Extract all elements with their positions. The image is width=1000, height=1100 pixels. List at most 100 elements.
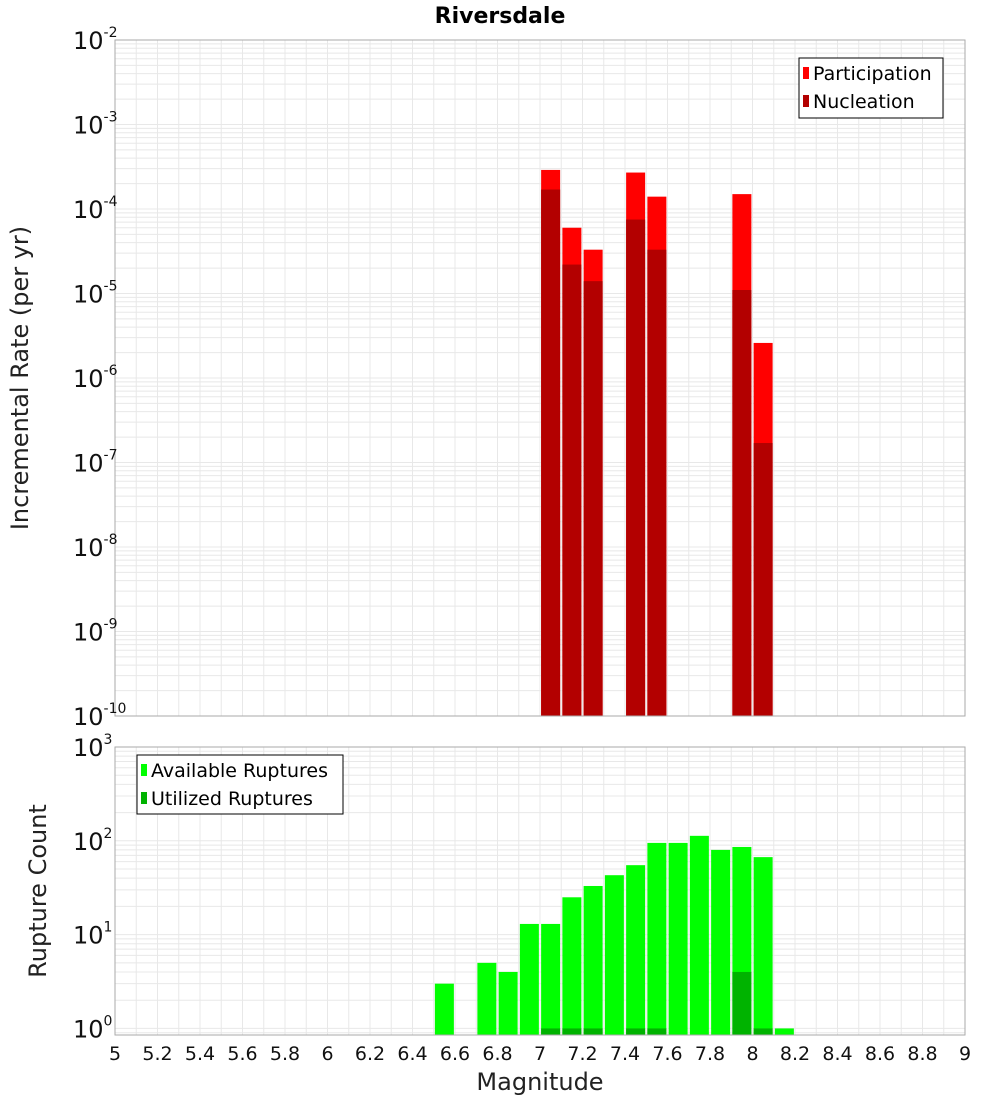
legend-swatch [141, 764, 147, 776]
y-tick-exponent: -2 [104, 25, 118, 41]
bar-available-ruptures-7.45 [626, 865, 646, 1035]
y-tick-exponent: -10 [104, 701, 127, 717]
y-tick-exponent: 0 [104, 1013, 113, 1029]
bar-nucleation-7.95 [732, 290, 752, 716]
x-tick-label: 7.2 [567, 1043, 597, 1065]
x-tick-label: 6.2 [355, 1043, 385, 1065]
bar-available-ruptures-7.05 [541, 923, 561, 1035]
x-tick-label: 5.8 [270, 1043, 300, 1065]
bar-nucleation-8.05 [753, 443, 773, 716]
legend-label: Utilized Ruptures [151, 788, 313, 810]
y-tick-exponent: 2 [104, 826, 113, 842]
legend-label: Nucleation [813, 91, 915, 113]
y-tick-label: 10-6 [73, 363, 118, 393]
legend: Available Ruptures Utilized Ruptures [136, 754, 344, 815]
bar-available-ruptures-7.25 [583, 885, 603, 1035]
bar-utilized-ruptures-7.95 [732, 971, 752, 1035]
bar-utilized-ruptures-8.05 [753, 1028, 773, 1035]
x-tick-label: 5.4 [185, 1043, 215, 1065]
y-tick-label: 10-4 [73, 194, 118, 224]
x-tick-label: 7.4 [610, 1043, 640, 1065]
y-tick-label: 10-10 [73, 701, 126, 731]
legend: Participation Nucleation [798, 57, 944, 119]
y-axis-label: Rupture Count [24, 804, 52, 978]
rate-panel: 10-210-310-410-510-610-710-810-910-10Inc… [6, 25, 966, 731]
legend-swatch [141, 792, 147, 804]
x-axis-label: Magnitude [476, 1068, 603, 1096]
bar-nucleation-7.05 [541, 189, 561, 716]
bar-nucleation-7.55 [647, 249, 667, 716]
x-tick-label: 5.6 [227, 1043, 257, 1065]
y-tick-base: 10 [73, 112, 104, 140]
x-axis-ticks: 5 5.2 5.4 5.6 5.8 6 6.2 6.4 6.6 6.8 7 7.2 7.4 7.6 7.8 8… [109, 1043, 971, 1065]
x-tick-label: 7.8 [695, 1043, 725, 1065]
bar-available-ruptures-7.35 [604, 875, 624, 1035]
bar-nucleation-7.45 [626, 219, 646, 717]
x-tick-label: 6.4 [397, 1043, 427, 1065]
y-tick-exponent: -7 [104, 448, 118, 464]
legend-swatch [803, 67, 809, 79]
x-tick-label: 8.6 [865, 1043, 895, 1065]
y-tick-exponent: -8 [104, 532, 118, 548]
y-tick-label: 103 [73, 732, 112, 762]
y-tick-label: 10-7 [73, 448, 118, 478]
bar-available-ruptures-6.75 [477, 962, 497, 1035]
x-tick-label: 7.6 [652, 1043, 682, 1065]
y-tick-base: 10 [73, 922, 104, 950]
legend-box [136, 754, 344, 815]
y-tick-base: 10 [73, 703, 104, 731]
x-tick-label: 5.2 [142, 1043, 172, 1065]
y-tick-label: 10-2 [73, 25, 118, 55]
y-tick-base: 10 [73, 828, 104, 856]
legend-label: Participation [813, 63, 932, 85]
bar-utilized-ruptures-7.55 [647, 1028, 667, 1035]
y-tick-exponent: 1 [104, 920, 113, 936]
bar-available-ruptures-7.15 [562, 897, 582, 1035]
y-tick-label: 10-3 [73, 110, 118, 140]
y-tick-label: 10-5 [73, 279, 118, 309]
y-tick-exponent: 3 [104, 732, 113, 748]
y-tick-exponent: -4 [104, 194, 118, 210]
bars [434, 835, 794, 1035]
y-axis-ticks: 10-210-310-410-510-610-710-810-910-10 [73, 25, 126, 731]
y-tick-base: 10 [73, 1015, 104, 1043]
y-tick-label: 101 [73, 920, 112, 950]
x-tick-label: 9 [959, 1043, 971, 1065]
bar-available-ruptures-8.15 [774, 1028, 794, 1035]
x-tick-label: 5 [109, 1043, 121, 1065]
chart-title: Riversdale [435, 4, 566, 29]
y-tick-base: 10 [73, 450, 104, 478]
bar-available-ruptures-7.65 [668, 842, 688, 1035]
y-tick-exponent: -9 [104, 617, 118, 633]
y-tick-base: 10 [73, 27, 104, 55]
y-tick-exponent: -3 [104, 110, 118, 126]
y-tick-label: 102 [73, 826, 112, 856]
bar-utilized-ruptures-7.05 [541, 1028, 561, 1035]
y-tick-label: 10-8 [73, 532, 118, 562]
y-tick-base: 10 [73, 619, 104, 647]
bar-utilized-ruptures-7.25 [583, 1028, 603, 1035]
y-tick-base: 10 [73, 534, 104, 562]
x-tick-label: 8.4 [822, 1043, 852, 1065]
bar-available-ruptures-6.95 [519, 923, 539, 1035]
bar-available-ruptures-6.55 [434, 983, 454, 1035]
bar-nucleation-7.15 [562, 264, 582, 716]
x-tick-label: 8 [746, 1043, 758, 1065]
y-tick-label: 100 [73, 1013, 112, 1043]
x-tick-label: 7 [534, 1043, 546, 1065]
bar-available-ruptures-7.75 [689, 835, 709, 1035]
plot-frame [114, 39, 966, 717]
x-tick-label: 8.2 [780, 1043, 810, 1065]
y-axis-label: Incremental Rate (per yr) [6, 226, 34, 530]
y-tick-base: 10 [73, 365, 104, 393]
bar-utilized-ruptures-7.15 [562, 1028, 582, 1035]
x-tick-label: 6.6 [440, 1043, 470, 1065]
plot-frame [114, 746, 966, 1036]
bar-utilized-ruptures-7.45 [626, 1028, 646, 1035]
bars [541, 169, 773, 717]
y-tick-exponent: -6 [104, 363, 118, 379]
legend-box [798, 57, 944, 119]
